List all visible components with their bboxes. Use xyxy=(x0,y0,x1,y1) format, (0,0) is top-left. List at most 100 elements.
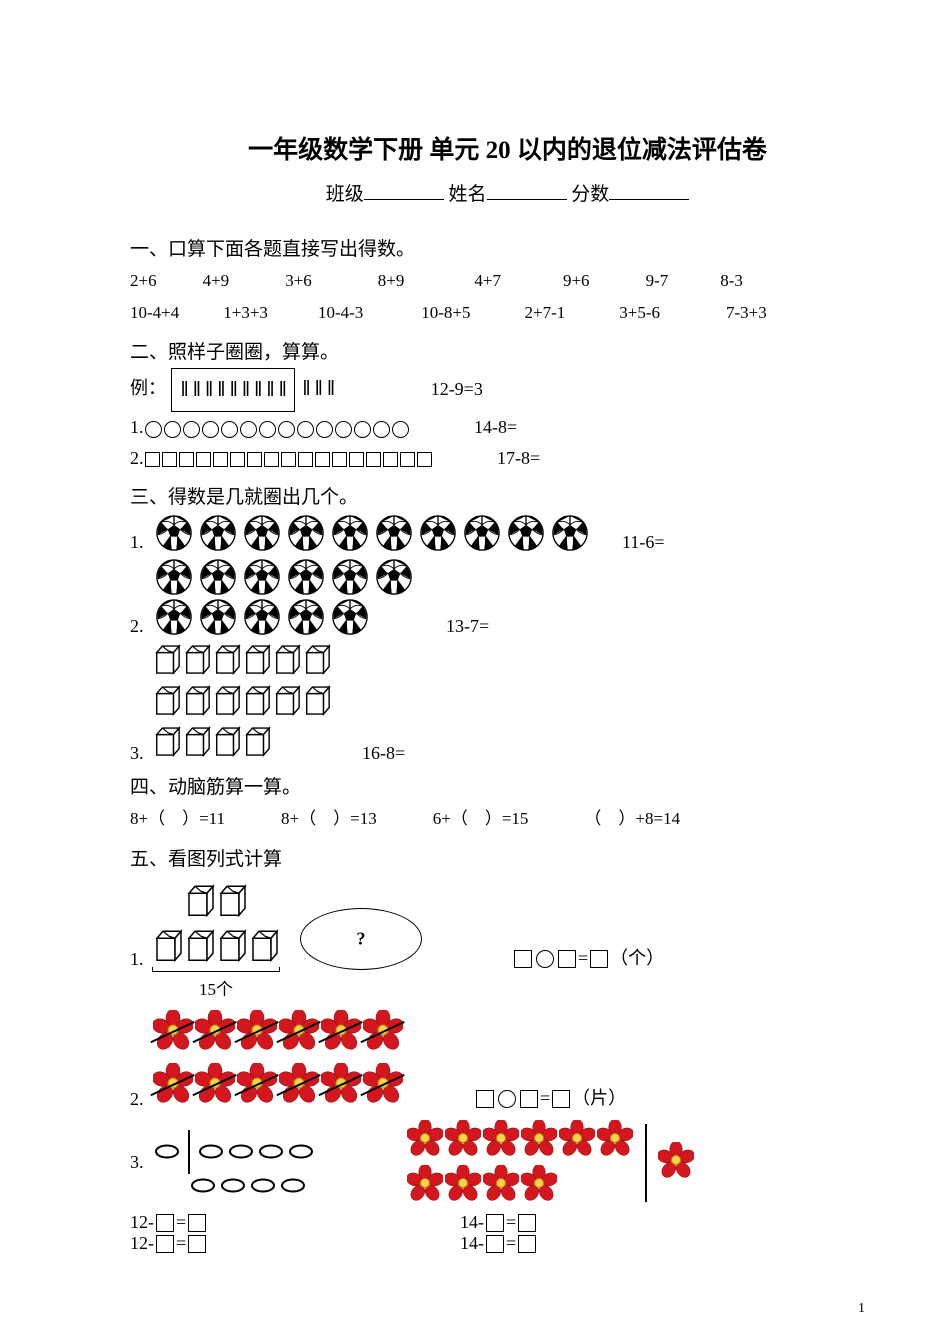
square-shape xyxy=(145,452,160,467)
soccer-ball-icon xyxy=(420,515,456,551)
square-shape xyxy=(315,452,330,467)
flower-icon xyxy=(597,1120,633,1161)
soccer-ball-icon xyxy=(200,599,236,635)
equation: 11-6= xyxy=(622,532,742,553)
flower-icon xyxy=(321,1010,361,1055)
divider xyxy=(645,1124,647,1202)
item-number: 2. xyxy=(130,616,152,637)
answer-template: =（片） xyxy=(474,1084,626,1110)
flower-icon xyxy=(445,1165,481,1206)
carton-group: 15个 xyxy=(152,881,280,970)
tally-icon: ‖ xyxy=(230,373,236,407)
tally-icon: ‖ xyxy=(266,373,272,407)
carton-icon xyxy=(185,928,215,968)
arith-item: 4+7 xyxy=(474,265,501,297)
arith-item: 10-8+5 xyxy=(421,297,470,329)
page-number: 1 xyxy=(858,1301,865,1317)
flower-icon xyxy=(407,1165,443,1206)
arith-item: 10-4-3 xyxy=(318,297,363,329)
arith-item: 10-4+4 xyxy=(130,297,179,329)
circle-shape xyxy=(297,421,314,438)
circle-shape xyxy=(392,421,409,438)
oval-icon xyxy=(190,1178,216,1193)
flower-icon xyxy=(279,1010,319,1055)
flower-icon xyxy=(153,1063,193,1108)
soccer-ball-icon xyxy=(332,559,368,595)
flower-icon xyxy=(195,1010,235,1055)
answer-box xyxy=(520,1090,538,1108)
tally-icon: ‖ xyxy=(217,373,223,407)
fill-blank-eq: 6+（ ）=15 xyxy=(433,803,529,835)
carton-icon xyxy=(153,928,183,968)
soccer-ball-icon xyxy=(156,559,192,595)
section-heading: 二、照样子圈圈，算算。 xyxy=(130,337,885,364)
oval-icon xyxy=(288,1144,314,1159)
circle-shape xyxy=(259,421,276,438)
circle-shape xyxy=(145,421,162,438)
flower-icon xyxy=(363,1063,403,1108)
answer-box xyxy=(552,1090,570,1108)
item-number: 1. xyxy=(130,417,144,437)
arith-item: 2+6 xyxy=(130,265,157,297)
answer-box xyxy=(188,1235,206,1253)
answer-box xyxy=(486,1235,504,1253)
class-label: 班级 xyxy=(326,184,364,205)
flower-icon xyxy=(237,1010,277,1055)
flower-icon xyxy=(483,1120,519,1161)
tally-icon: ‖ xyxy=(302,372,308,406)
flower-icon xyxy=(559,1120,595,1161)
equation-template: 12-= xyxy=(130,1212,460,1233)
tally-icon: ‖ xyxy=(315,372,321,406)
oval-icon xyxy=(258,1144,284,1159)
soccer-ball-icon xyxy=(332,599,368,635)
carton-icon xyxy=(153,643,181,680)
carton-icon xyxy=(213,643,241,680)
arith-item: 3+5-6 xyxy=(619,297,660,329)
q3-item: 1. xyxy=(130,513,885,553)
unit: （片） xyxy=(572,1088,626,1108)
soccer-ball-icon xyxy=(156,515,192,551)
item-number: 3. xyxy=(130,743,152,764)
fill-blank-eq: 8+（ ）=11 xyxy=(130,803,225,835)
carton-icon xyxy=(153,725,181,762)
answer-template: =（个） xyxy=(512,944,664,970)
soccer-ball-icon xyxy=(244,559,280,595)
square-shape xyxy=(213,452,228,467)
arith-item: 2+7-1 xyxy=(525,297,566,329)
flower-icon xyxy=(153,1010,193,1055)
tally-icon: ‖ xyxy=(242,373,248,407)
question-mark: ? xyxy=(357,928,366,949)
answer-box xyxy=(188,1214,206,1232)
flower-icon xyxy=(279,1063,319,1108)
equation: 16-8= xyxy=(362,743,482,764)
carton-icon xyxy=(183,643,211,680)
soccer-ball-icon xyxy=(332,515,368,551)
item-number: 3. xyxy=(130,1152,152,1173)
example-row: 例： ‖‖‖‖‖‖‖‖‖ ‖‖‖ 12-9=3 xyxy=(130,368,885,412)
carton-icon xyxy=(303,684,331,721)
tally-icon: ‖ xyxy=(205,373,211,407)
arith-item: 7-3+3 xyxy=(726,297,767,329)
flower-icon xyxy=(407,1120,443,1161)
circle-shape xyxy=(183,421,200,438)
flower-icon xyxy=(658,1142,694,1183)
divider xyxy=(188,1130,190,1174)
tally-icon: ‖ xyxy=(181,373,187,407)
equation: 17-8= xyxy=(497,443,540,474)
carton-icon xyxy=(249,928,279,968)
square-shape xyxy=(400,452,415,467)
square-shape xyxy=(383,452,398,467)
mental-arith-row: 2+64+93+68+94+79+69-78-3 xyxy=(130,265,885,297)
blank-class xyxy=(364,178,444,200)
arith-item: 9-7 xyxy=(646,265,669,297)
example-equation: 12-9=3 xyxy=(431,374,483,405)
flower-icon xyxy=(237,1063,277,1108)
square-shape xyxy=(247,452,262,467)
tally-outside: ‖‖‖ xyxy=(299,379,336,399)
score-label: 分数 xyxy=(571,184,609,205)
answer-box xyxy=(476,1090,494,1108)
flower-icon xyxy=(445,1120,481,1161)
square-shape xyxy=(162,452,177,467)
page-title: 一年级数学下册 单元 20 以内的退位减法评估卷 xyxy=(130,130,885,166)
fill-blank-eq: 8+（ ）=13 xyxy=(281,803,377,835)
